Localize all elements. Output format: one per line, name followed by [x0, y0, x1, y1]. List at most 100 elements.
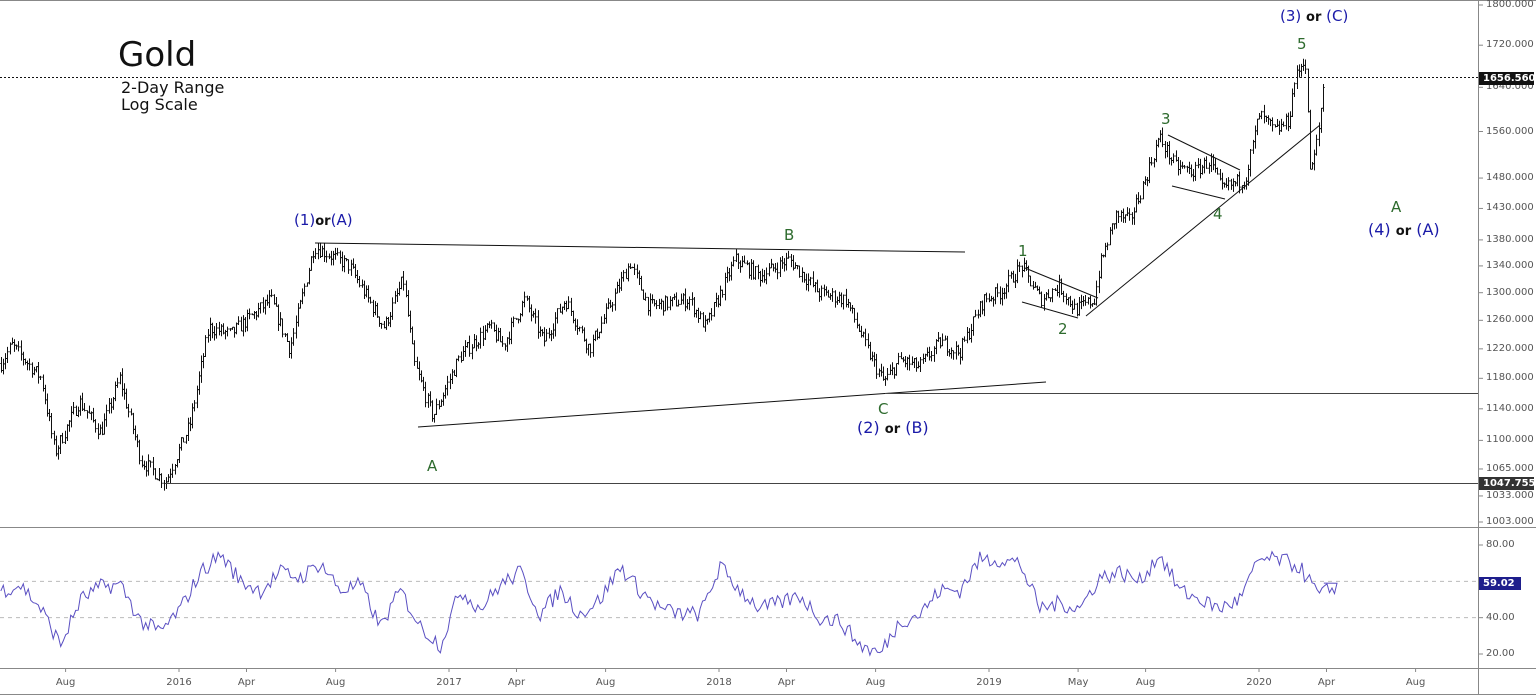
price-bar — [33, 366, 36, 376]
price-bar — [15, 344, 18, 350]
wave-label-a: A — [427, 457, 438, 475]
price-bar — [457, 355, 460, 362]
price-bar — [994, 287, 997, 305]
price-bar — [1144, 176, 1147, 185]
price-bar — [853, 307, 856, 323]
price-bar — [391, 297, 394, 320]
price-bar — [1131, 212, 1134, 225]
price-bar — [358, 276, 361, 288]
wave2-channel-upper — [1024, 267, 1099, 299]
price-bar — [70, 406, 73, 428]
price-bar — [35, 366, 38, 373]
price-bar — [185, 434, 188, 444]
wave-label-part: (4) — [1368, 220, 1391, 239]
price-bar — [919, 356, 922, 373]
price-bar — [61, 432, 64, 444]
price-bar — [570, 297, 573, 316]
wave-label-4-or-a: (4) or (A) — [1368, 220, 1440, 239]
price-bar — [451, 369, 454, 384]
price-bar — [453, 369, 456, 376]
price-bar — [339, 250, 342, 264]
price-bar — [1300, 63, 1303, 77]
price-bar — [1001, 287, 1004, 306]
price-bar — [1117, 210, 1120, 223]
price-bar — [187, 417, 190, 441]
price-bar — [1142, 180, 1145, 200]
price-bar — [446, 375, 449, 396]
price-bar — [633, 263, 636, 275]
price-bar — [957, 344, 960, 356]
price-bar — [719, 285, 722, 307]
price-bar — [598, 331, 601, 339]
time-tick-label: Aug — [55, 677, 76, 688]
price-bar — [807, 273, 810, 292]
price-bar — [946, 335, 949, 357]
price-bar — [1179, 160, 1182, 175]
price-bar — [981, 300, 984, 315]
price-bar — [1133, 207, 1136, 225]
price-bar — [512, 316, 515, 328]
price-bar — [191, 403, 194, 429]
price-bar — [226, 326, 229, 337]
price-bar — [433, 413, 436, 423]
price-bar — [820, 285, 823, 301]
price-bar — [999, 286, 1002, 305]
support-price-tag: 1047.755 — [1479, 477, 1536, 491]
price-bar — [966, 326, 969, 344]
price-bar — [937, 331, 940, 342]
price-bar — [640, 275, 643, 291]
price-tick-label: 1380.000 — [1486, 233, 1534, 245]
price-bar — [1095, 280, 1098, 306]
price-bar — [363, 280, 366, 300]
price-bar — [578, 326, 581, 332]
price-bar — [160, 473, 163, 488]
price-bar — [325, 250, 328, 263]
price-bar — [616, 281, 619, 294]
price-bar — [952, 350, 955, 360]
price-bar — [88, 405, 91, 414]
price-bar — [900, 352, 903, 360]
price-bar — [6, 346, 9, 363]
price-bar — [288, 340, 291, 358]
price-bar — [314, 248, 317, 260]
price-bar — [66, 424, 69, 442]
price-bar — [781, 255, 784, 269]
price-bar — [341, 251, 344, 272]
price-bar — [471, 344, 474, 360]
price-bar — [394, 290, 397, 304]
price-bar — [286, 333, 289, 343]
price-bar — [455, 358, 458, 378]
price-bar — [424, 381, 427, 408]
price-bar — [537, 310, 540, 339]
price-bar — [1104, 242, 1107, 258]
price-bar — [1139, 195, 1142, 204]
price-bar — [561, 306, 564, 315]
price-bar — [574, 318, 577, 331]
price-bar — [805, 273, 808, 291]
price-bar — [372, 299, 375, 317]
price-bar — [116, 377, 119, 388]
price-bar — [587, 343, 590, 356]
impulse-trendline — [1085, 124, 1321, 317]
price-bar — [193, 400, 196, 412]
wave-label-part: (A) — [330, 211, 353, 229]
price-bar — [1230, 178, 1233, 190]
price-bar — [886, 368, 889, 381]
price-bar — [554, 312, 557, 337]
price-bar — [1201, 164, 1204, 175]
wave-label-1: 1 — [1018, 242, 1028, 260]
price-bar — [1113, 223, 1116, 230]
price-bar — [1084, 294, 1087, 306]
price-bar — [856, 312, 859, 329]
price-bar — [798, 265, 801, 278]
wave-label-5: 5 — [1297, 35, 1307, 53]
price-bar — [1012, 270, 1015, 283]
price-bar — [1197, 158, 1200, 169]
price-bar — [237, 316, 240, 326]
price-bar — [1254, 125, 1257, 149]
price-bar — [1089, 295, 1092, 309]
price-bar — [955, 341, 958, 360]
price-bar — [11, 337, 14, 345]
price-bar — [1073, 298, 1076, 310]
price-bar — [831, 288, 834, 302]
